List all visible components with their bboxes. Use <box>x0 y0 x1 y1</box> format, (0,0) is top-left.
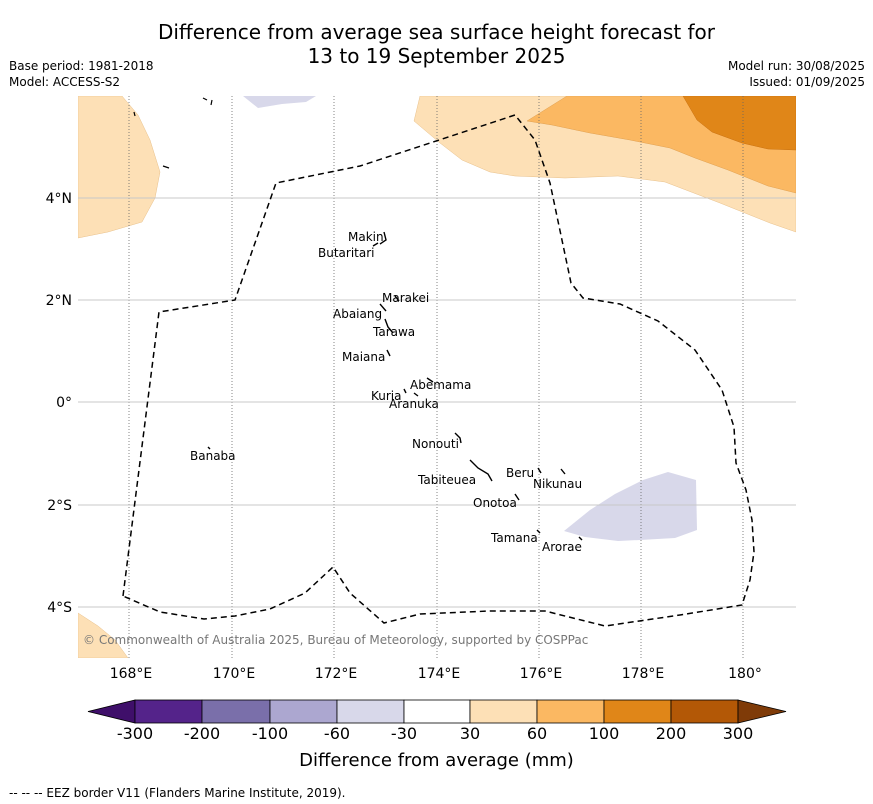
colorbar-bin <box>469 699 538 724</box>
island-label: Onotoa <box>473 496 517 510</box>
colorbar-bin <box>269 699 338 724</box>
lon-label: 172°E <box>315 666 358 682</box>
colorbar-tick-label: -30 <box>390 724 418 743</box>
colorbar-tick-label: 300 <box>722 724 754 743</box>
meta-left: Base period: 1981-2018 Model: ACCESS-S2 <box>9 58 154 90</box>
colorbar-tick-label: -100 <box>251 724 289 743</box>
island-label: Arorae <box>542 540 582 554</box>
colorbar-bin <box>536 699 605 724</box>
atolls <box>207 231 583 541</box>
colorbar-tick-label: -300 <box>116 724 154 743</box>
title-line-2: 13 to 19 September 2025 <box>307 44 566 68</box>
graticule <box>78 96 796 658</box>
colorbar-tick-label: 60 <box>526 724 548 743</box>
colorbar-tick-label: -200 <box>183 724 221 743</box>
colorbar-bin <box>603 699 672 724</box>
colorbar-tick-label: 200 <box>655 724 687 743</box>
lat-label: 4°N <box>46 191 72 207</box>
colorbar-extend-low <box>87 699 136 724</box>
island-label: Butaritari <box>318 246 375 260</box>
colorbar-tick-label: 100 <box>588 724 620 743</box>
colorbar-extend-high <box>737 699 787 724</box>
issued-date: Issued: 01/09/2025 <box>749 75 865 89</box>
colorbar-title: Difference from average (mm) <box>299 750 574 771</box>
model-run: Model run: 30/08/2025 <box>727 59 865 73</box>
lat-label: 0° <box>56 395 72 411</box>
lon-label: 176°E <box>520 666 563 682</box>
lat-label: 2°N <box>46 293 72 309</box>
lon-label: 168°E <box>110 666 153 682</box>
anomaly-100-200 <box>682 96 796 151</box>
island-label: Marakei <box>382 291 429 305</box>
land-fragments <box>133 97 213 169</box>
colorbar-tick-label: -60 <box>323 724 351 743</box>
colorbar-bin <box>134 699 203 724</box>
island-label: Makin <box>348 230 384 244</box>
chart-title: Difference from average sea surface heig… <box>0 20 873 68</box>
lon-label: 170°E <box>213 666 256 682</box>
colorbar-bin <box>403 699 471 724</box>
axis-labels: 168°E 170°E 172°E 174°E 176°E 178°E 180° 4°N 2°N… <box>46 191 762 682</box>
lon-label: 178°E <box>622 666 665 682</box>
eez-legend-note: -- -- -- EEZ border V11 (Flanders Marine… <box>9 786 346 800</box>
base-period: Base period: 1981-2018 <box>9 59 154 73</box>
anomaly-30-60-west <box>78 96 161 239</box>
island-label: Tabiteuea <box>417 473 476 487</box>
island-label: Kuria <box>371 389 402 403</box>
lat-label: 4°S <box>47 600 72 616</box>
island-label: Tamana <box>490 531 538 545</box>
island-label: Beru <box>506 466 534 480</box>
island-label: Abaiang <box>333 307 382 321</box>
island-label: Nikunau <box>533 477 582 491</box>
colorbar-bin <box>670 699 739 724</box>
model-name: Model: ACCESS-S2 <box>9 75 121 89</box>
title-line-1: Difference from average sea surface heig… <box>157 20 716 44</box>
colorbar-bin <box>336 699 405 724</box>
island-label: Abemama <box>410 378 471 392</box>
meta-right: Model run: 30/08/2025 Issued: 01/09/2025 <box>728 58 865 90</box>
island-label: Banaba <box>190 449 236 463</box>
eez-border <box>122 114 755 627</box>
island-label: Nonouti <box>412 437 459 451</box>
lon-label: 174°E <box>418 666 461 682</box>
lat-label: 2°S <box>47 498 72 514</box>
anomaly-neg30-neg60-north <box>243 96 316 108</box>
anomaly-neg30-neg60-southeast <box>564 472 697 541</box>
island-label: Tarawa <box>372 325 415 339</box>
copyright-notice: © Commonwealth of Australia 2025, Bureau… <box>83 633 588 647</box>
colorbar <box>87 699 787 724</box>
colorbar-tick-label: 30 <box>459 724 481 743</box>
colorbar-bin <box>201 699 271 724</box>
anomaly-30-60-southwest <box>78 612 129 658</box>
island-label: Aranuka <box>389 397 439 411</box>
lon-label: 180° <box>728 666 762 682</box>
island-label: Maiana <box>342 350 385 364</box>
